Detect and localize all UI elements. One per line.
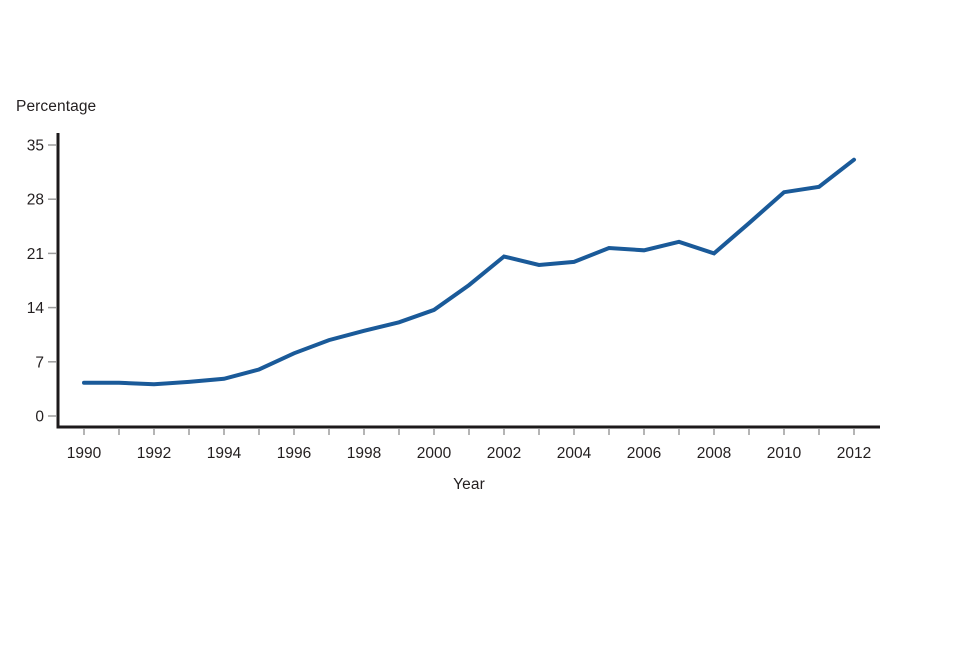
x-tick-label: 1998 — [347, 445, 381, 462]
x-tick-label: 2010 — [767, 445, 802, 462]
y-tick-label: 28 — [27, 192, 44, 209]
x-tick-label: 1992 — [137, 445, 171, 462]
y-tick-label: 21 — [27, 246, 44, 263]
x-tick-label: 2012 — [837, 445, 871, 462]
x-tick-label: 1990 — [67, 445, 102, 462]
x-tick-label: 1996 — [277, 445, 311, 462]
y-tick-label: 0 — [35, 409, 44, 426]
x-tick-label: 2000 — [417, 445, 452, 462]
x-tick-label: 2004 — [557, 445, 592, 462]
x-tick-label: 2006 — [627, 445, 661, 462]
x-tick-label: 1994 — [207, 445, 242, 462]
y-tick-label: 7 — [35, 354, 44, 371]
data-line — [82, 157, 856, 387]
y-tick-label: 35 — [27, 138, 44, 155]
y-tick-label: 14 — [27, 300, 45, 317]
x-axis-title: Year — [453, 476, 485, 493]
y-axis-title: Percentage — [16, 98, 97, 115]
x-tick-label: 2008 — [697, 445, 731, 462]
x-tick-label: 2002 — [487, 445, 521, 462]
